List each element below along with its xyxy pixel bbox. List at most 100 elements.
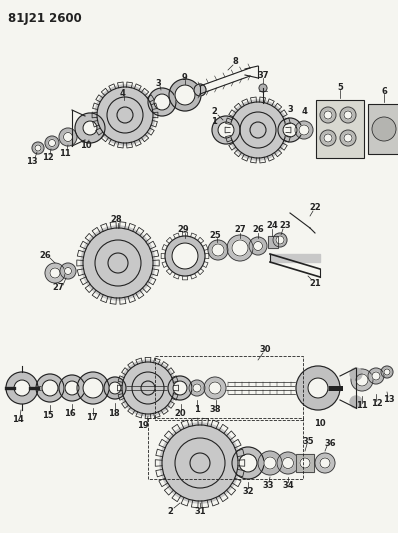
Circle shape: [372, 372, 380, 380]
Circle shape: [276, 236, 284, 244]
Bar: [316, 100, 364, 158]
Text: 3: 3: [155, 78, 161, 87]
Circle shape: [212, 244, 224, 256]
Text: 37: 37: [257, 70, 269, 79]
Bar: [268, 236, 278, 248]
Circle shape: [45, 263, 65, 283]
Text: 27: 27: [52, 284, 64, 293]
Text: 35: 35: [302, 437, 314, 446]
Circle shape: [45, 136, 59, 150]
Circle shape: [295, 121, 313, 139]
Text: 1: 1: [194, 406, 200, 415]
Circle shape: [300, 458, 310, 468]
Circle shape: [320, 130, 336, 146]
Circle shape: [239, 454, 257, 472]
Circle shape: [59, 375, 85, 401]
Circle shape: [264, 457, 276, 469]
Circle shape: [42, 380, 58, 396]
Circle shape: [308, 378, 328, 398]
Text: 13: 13: [26, 157, 38, 166]
Circle shape: [160, 423, 240, 503]
Text: 12: 12: [371, 400, 383, 408]
Circle shape: [64, 268, 72, 274]
Circle shape: [60, 263, 76, 279]
Text: 3: 3: [287, 106, 293, 115]
Text: 23: 23: [279, 222, 291, 230]
Text: 28: 28: [110, 215, 122, 224]
Circle shape: [344, 134, 352, 142]
Circle shape: [350, 368, 362, 380]
Text: 17: 17: [86, 414, 98, 423]
Text: 15: 15: [42, 411, 54, 421]
Bar: [296, 454, 314, 472]
Text: 33: 33: [262, 481, 274, 489]
Text: 6: 6: [381, 87, 387, 96]
Circle shape: [59, 128, 77, 146]
Circle shape: [75, 113, 105, 143]
Circle shape: [168, 376, 192, 400]
Circle shape: [340, 130, 356, 146]
Circle shape: [35, 145, 41, 151]
Circle shape: [154, 94, 170, 110]
Text: 13: 13: [383, 395, 395, 405]
Circle shape: [315, 453, 335, 473]
Circle shape: [36, 374, 64, 402]
Text: 21: 21: [309, 279, 321, 287]
Circle shape: [356, 374, 368, 386]
Circle shape: [278, 118, 302, 142]
Circle shape: [208, 240, 228, 260]
Circle shape: [381, 366, 393, 378]
Text: 38: 38: [209, 406, 221, 415]
Circle shape: [209, 382, 221, 394]
Circle shape: [120, 360, 176, 416]
Circle shape: [165, 236, 205, 276]
Text: 32: 32: [242, 487, 254, 496]
Text: 16: 16: [64, 409, 76, 418]
Circle shape: [320, 107, 336, 123]
Circle shape: [344, 111, 352, 119]
Text: 29: 29: [177, 225, 189, 235]
Text: 26: 26: [252, 225, 264, 235]
Text: 20: 20: [174, 409, 186, 418]
Bar: [148, 418, 303, 479]
Circle shape: [218, 122, 234, 138]
Circle shape: [172, 243, 198, 269]
Circle shape: [350, 396, 362, 408]
Circle shape: [259, 84, 267, 92]
Circle shape: [6, 372, 38, 404]
Text: 24: 24: [266, 222, 278, 230]
Circle shape: [204, 377, 226, 399]
Circle shape: [277, 452, 299, 474]
Text: 18: 18: [108, 408, 120, 417]
Circle shape: [32, 142, 44, 154]
Text: 27: 27: [234, 225, 246, 235]
Text: 12: 12: [42, 154, 54, 163]
Text: 10: 10: [314, 419, 326, 429]
Text: 1: 1: [211, 117, 217, 126]
Circle shape: [320, 458, 330, 468]
Text: 4: 4: [119, 88, 125, 98]
Circle shape: [368, 368, 384, 384]
Text: 10: 10: [80, 141, 92, 150]
Text: 19: 19: [137, 422, 149, 431]
Text: 34: 34: [282, 481, 294, 489]
Circle shape: [194, 84, 206, 96]
Circle shape: [299, 125, 309, 135]
Circle shape: [283, 123, 297, 137]
Text: 31: 31: [194, 506, 206, 515]
Circle shape: [384, 369, 390, 375]
Text: 2: 2: [167, 506, 173, 515]
Bar: [268, 236, 278, 248]
Text: 25: 25: [209, 230, 221, 239]
Circle shape: [83, 378, 103, 398]
Text: 14: 14: [12, 416, 24, 424]
Circle shape: [254, 241, 263, 251]
Text: 5: 5: [337, 84, 343, 93]
Circle shape: [14, 380, 30, 396]
Circle shape: [169, 79, 201, 111]
Text: 8: 8: [232, 58, 238, 67]
Circle shape: [109, 382, 121, 394]
Bar: [368, 104, 398, 154]
Text: 81J21 2600: 81J21 2600: [8, 12, 82, 25]
Text: 30: 30: [259, 345, 271, 354]
